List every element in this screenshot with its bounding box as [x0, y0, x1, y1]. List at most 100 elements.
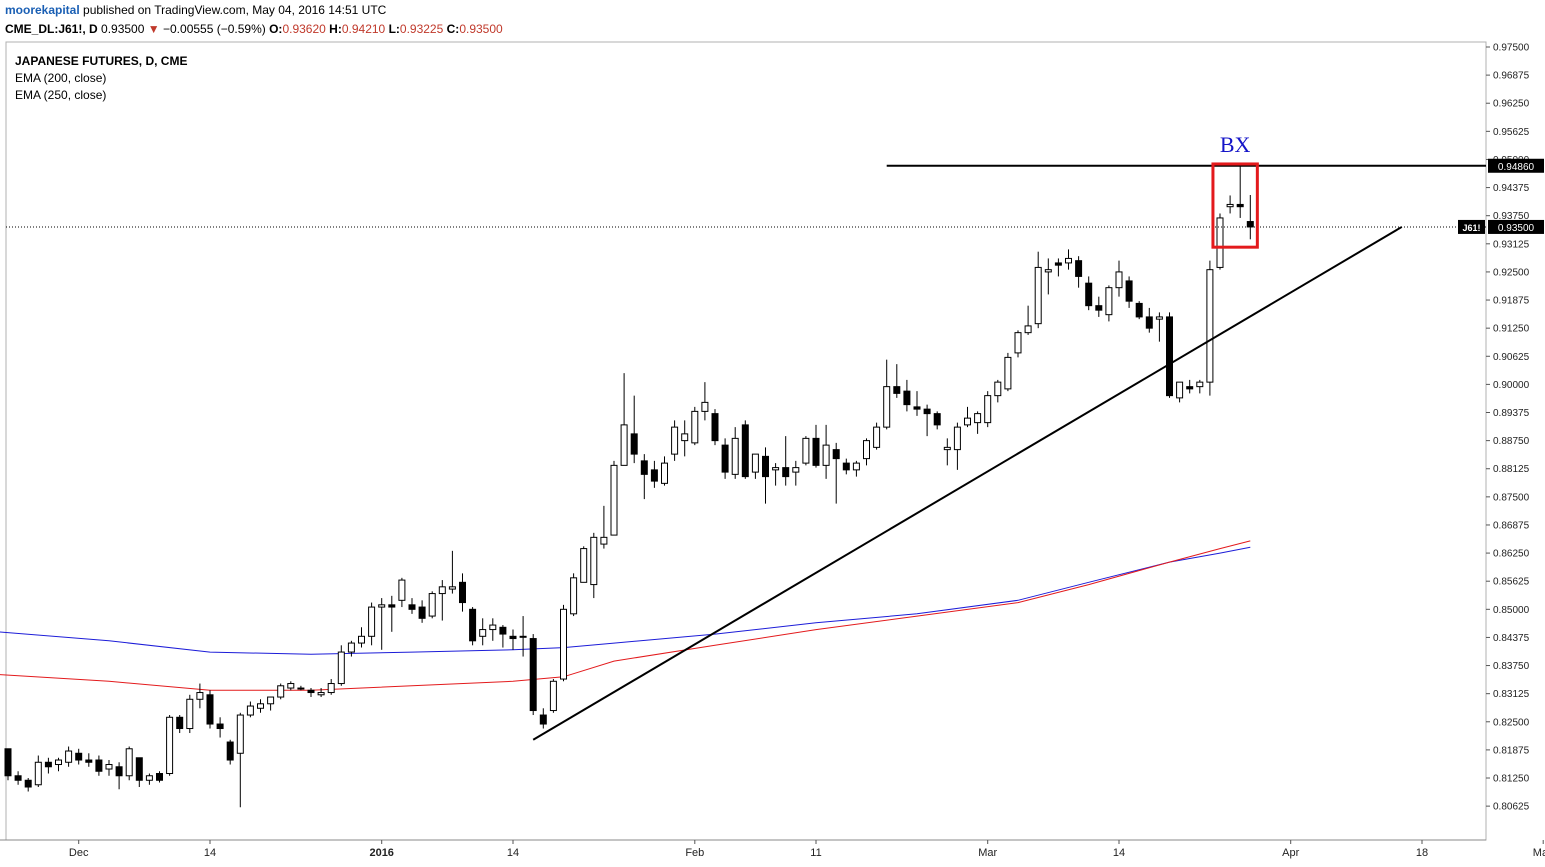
candle-body	[943, 446, 951, 451]
candle-body	[489, 624, 497, 631]
candle-body	[1145, 316, 1153, 329]
low-label: L:	[388, 22, 400, 36]
time-tick-label: 11	[810, 847, 821, 859]
legend-ema-200[interactable]: EMA (200, close)	[15, 71, 107, 85]
time-tick-label: 14	[204, 847, 216, 859]
candle-body	[438, 586, 446, 595]
price-tick-label: 0.83750	[1493, 661, 1530, 672]
candle-body	[267, 696, 275, 705]
last-price: 0.93500	[101, 22, 145, 36]
candle-body	[125, 748, 133, 777]
candle-body	[1166, 316, 1173, 397]
candle-body	[166, 716, 174, 775]
candle-body	[85, 759, 93, 763]
price-tick-label: 0.85625	[1493, 577, 1530, 588]
candle-body	[782, 467, 790, 478]
candle-body	[741, 424, 749, 478]
candle-body	[691, 410, 699, 444]
candle-body	[842, 462, 850, 471]
time-tick-label: 14	[507, 847, 519, 859]
candle-body	[145, 775, 153, 781]
candle-body	[953, 426, 961, 451]
price-tick-label: 0.91875	[1493, 296, 1530, 307]
price-tick-label: 0.91250	[1493, 324, 1530, 335]
candle-body	[156, 773, 163, 781]
resistance-price-tag	[1488, 158, 1544, 173]
candle-body	[600, 536, 608, 545]
price-tick-label: 0.82500	[1493, 717, 1530, 728]
candle-body	[984, 395, 992, 424]
candle-body	[509, 635, 517, 640]
candle-body	[1065, 257, 1072, 264]
candle-body	[792, 467, 800, 473]
legend-ema-250[interactable]: EMA (250, close)	[15, 88, 107, 102]
candle-body	[398, 579, 406, 601]
candle-body	[681, 433, 689, 442]
candle-body	[1246, 221, 1254, 228]
candle-body	[832, 449, 840, 460]
price-tick-label: 0.88750	[1493, 436, 1530, 447]
candle-body	[994, 381, 1002, 397]
candle-body	[721, 444, 729, 473]
candle-body	[1186, 386, 1194, 390]
price-tick-label: 0.95625	[1493, 127, 1530, 138]
candle-body	[1054, 262, 1062, 266]
candle-body	[448, 586, 456, 590]
candle-body	[671, 426, 679, 455]
candle-body	[1196, 381, 1204, 388]
candle-body	[751, 453, 759, 473]
chart-title[interactable]: JAPANESE FUTURES, D, CME	[15, 54, 188, 68]
price-tick-label: 0.80625	[1493, 802, 1530, 813]
candle-body	[499, 626, 507, 635]
candle-body	[236, 714, 244, 754]
candle-body	[246, 705, 254, 716]
time-tick-label: Dec	[69, 847, 89, 859]
candle-body	[852, 462, 860, 471]
candle-body	[590, 536, 598, 586]
price-tick-label: 0.86250	[1493, 549, 1530, 560]
time-tick-label: 18	[1416, 847, 1428, 859]
candle-body	[378, 604, 386, 608]
price-tick-label: 0.81250	[1493, 774, 1530, 785]
candle-body	[731, 437, 739, 475]
candle-body	[549, 680, 557, 712]
price-change: −0.00555 (−0.59%)	[163, 22, 266, 36]
price-tick-label: 0.87500	[1493, 492, 1530, 503]
price-tick-label: 0.88125	[1493, 464, 1530, 475]
candle-body	[327, 683, 335, 694]
candle-body	[1206, 269, 1214, 383]
candle-body	[287, 683, 295, 689]
candle-body	[317, 692, 325, 696]
candle-body	[14, 775, 22, 781]
candle-body	[580, 548, 588, 583]
candle-body	[1014, 332, 1022, 354]
candle-body	[388, 604, 396, 608]
price-tick-label: 0.97500	[1493, 42, 1530, 53]
candle-body	[1125, 280, 1133, 302]
candle-body	[640, 460, 648, 475]
price-tick-label: 0.96875	[1493, 71, 1530, 82]
last-price-label: 0.93500	[1498, 223, 1535, 234]
price-tick-label: 0.89375	[1493, 408, 1530, 419]
candle-body	[772, 467, 780, 471]
time-tick-label: Feb	[685, 847, 704, 859]
candle-body	[307, 689, 315, 694]
candle-body	[347, 642, 355, 653]
price-tick-label: 0.86875	[1493, 520, 1530, 531]
candle-body	[661, 462, 668, 484]
last-price-tag	[1488, 219, 1544, 234]
candle-body	[883, 386, 891, 428]
candle-body	[529, 638, 537, 712]
candle-body	[762, 455, 769, 478]
trendline	[532, 226, 1403, 741]
candle-body	[1105, 287, 1113, 316]
price-tick-label: 0.81875	[1493, 745, 1530, 756]
candle-body	[1155, 316, 1163, 320]
candle-body	[65, 750, 73, 763]
time-tick-label: 2016	[369, 847, 393, 859]
candle-body	[519, 635, 527, 638]
symbol-label[interactable]: CME_DL:J61!, D	[5, 22, 98, 36]
author-link[interactable]: moorekapital	[5, 3, 80, 17]
